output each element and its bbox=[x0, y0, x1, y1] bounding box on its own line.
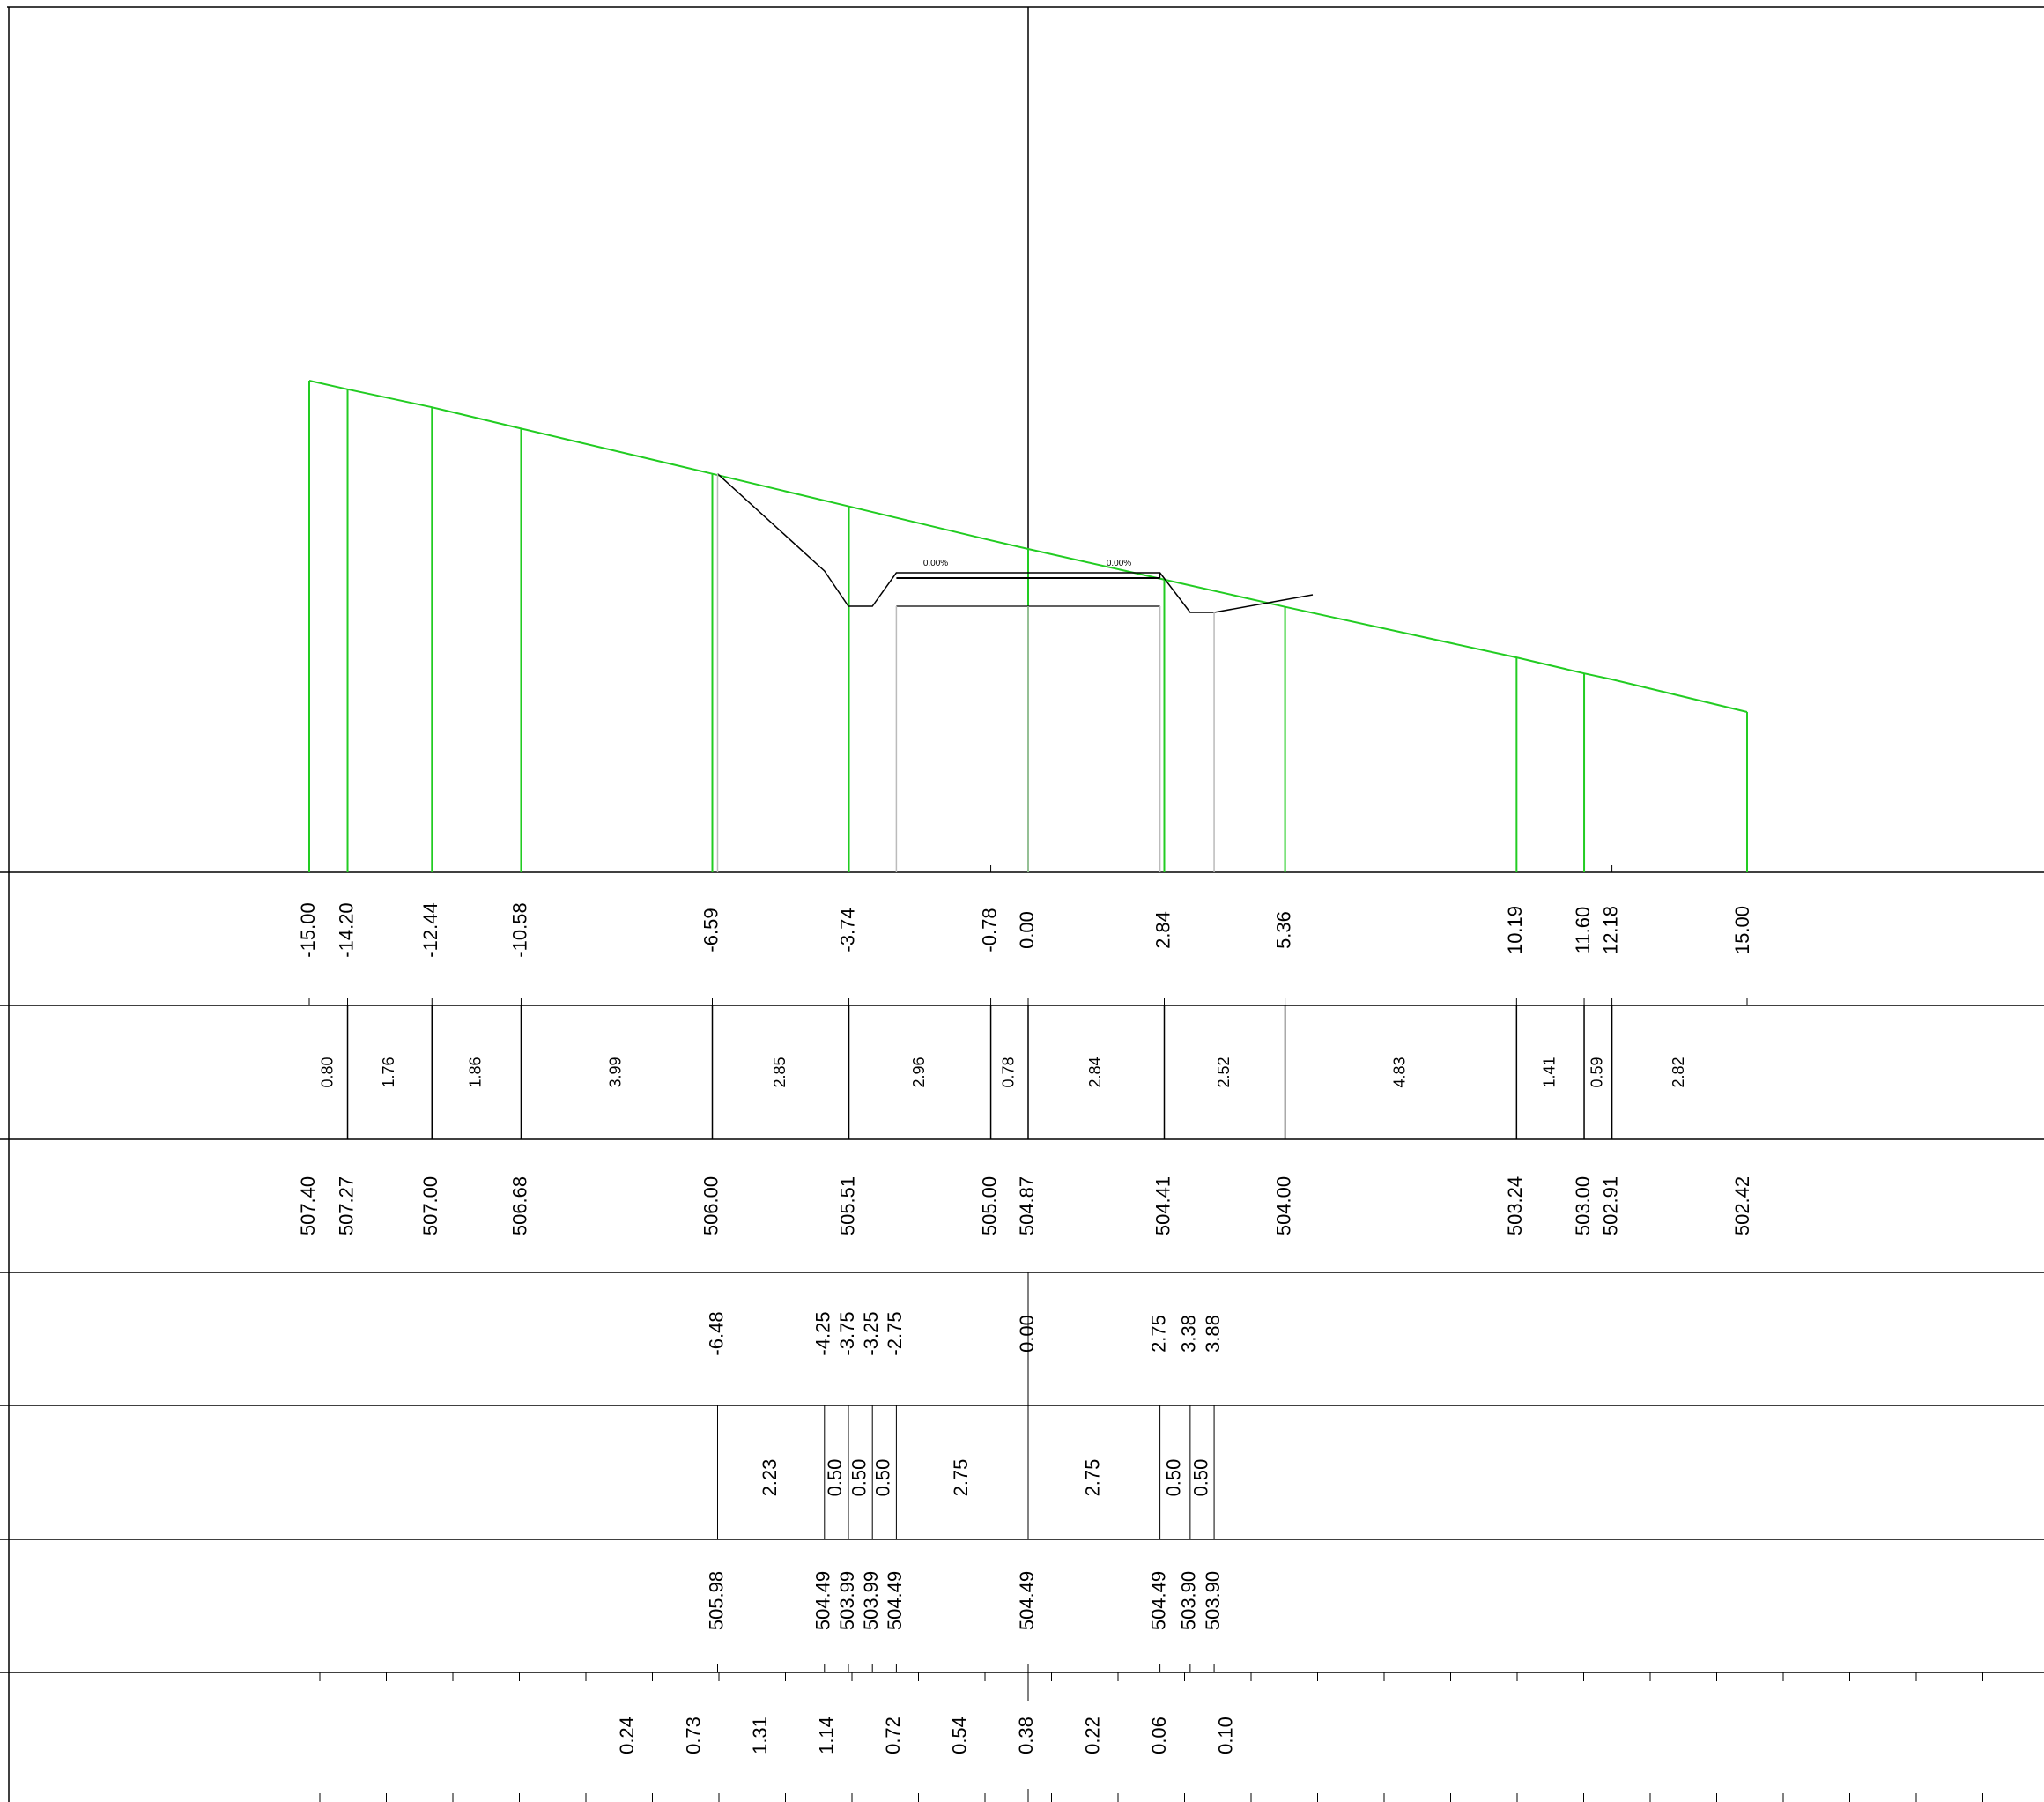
design-section bbox=[716, 473, 1314, 872]
design-distance-label: 0.50 bbox=[1189, 1459, 1211, 1497]
ground-distance-label: 2.85 bbox=[771, 1057, 789, 1087]
design-offset-label: 3.88 bbox=[1202, 1315, 1224, 1353]
ground-offset-label: -6.59 bbox=[700, 908, 722, 952]
bottom-value-label: 1.31 bbox=[749, 1717, 771, 1754]
ground-offset-label: -10.58 bbox=[508, 902, 530, 957]
grade-label-right: 0.00% bbox=[1107, 559, 1131, 568]
design-offset-label: -3.25 bbox=[860, 1311, 882, 1355]
ground-elevation-label: 507.40 bbox=[297, 1176, 319, 1235]
bottom-value-label: 0.54 bbox=[948, 1717, 970, 1754]
ground-distance-label: 2.52 bbox=[1215, 1057, 1233, 1087]
ground-distance-label: 3.99 bbox=[607, 1057, 625, 1087]
ground-line bbox=[308, 380, 1748, 872]
ground-distance-label: 2.96 bbox=[910, 1057, 928, 1087]
ground-offset-label: 15.00 bbox=[1731, 906, 1753, 954]
design-elevation-label: 504.49 bbox=[1016, 1571, 1038, 1630]
design-elevation-label: 504.49 bbox=[884, 1571, 906, 1630]
design-elevation-label: 503.99 bbox=[836, 1571, 858, 1630]
ground-elevation-label: 503.00 bbox=[1572, 1176, 1594, 1235]
ground-offset-label: 0.00 bbox=[1016, 911, 1038, 949]
ground-elevation-label: 504.00 bbox=[1272, 1176, 1294, 1235]
design-offset-label: -2.75 bbox=[884, 1311, 906, 1355]
design-offset-label: -3.75 bbox=[836, 1311, 858, 1355]
design-offset-label: -4.25 bbox=[812, 1311, 834, 1355]
design-elevation-label: 504.49 bbox=[812, 1571, 834, 1630]
bottom-value-label: 0.24 bbox=[616, 1717, 638, 1754]
bottom-value-label: 0.06 bbox=[1148, 1717, 1170, 1754]
design-distance-label: 0.50 bbox=[1163, 1459, 1185, 1497]
band-labels: -15.00 -14.20 -12.44 -10.58 -6.59 -3.74 -0.78 0… bbox=[297, 902, 1983, 1802]
ground-distance-label: 4.83 bbox=[1391, 1057, 1409, 1087]
design-distance-label: 2.23 bbox=[759, 1459, 781, 1497]
design-elevation-label: 503.90 bbox=[1178, 1571, 1200, 1630]
ground-elevation-label: 505.51 bbox=[836, 1176, 858, 1235]
ground-elevation-label: 507.00 bbox=[419, 1176, 441, 1235]
ground-offset-label: 10.19 bbox=[1504, 906, 1526, 954]
ground-offset-label: -14.20 bbox=[335, 902, 357, 957]
ground-elevation-label: 504.87 bbox=[1016, 1176, 1038, 1235]
design-elevation-label: 503.90 bbox=[1202, 1571, 1224, 1630]
ground-distance-label: 2.82 bbox=[1670, 1057, 1687, 1087]
ground-offset-label: -15.00 bbox=[297, 902, 319, 957]
ground-elevation-label: 503.24 bbox=[1504, 1176, 1526, 1235]
design-offset-label: 3.38 bbox=[1178, 1315, 1200, 1353]
design-distance-label: 0.50 bbox=[824, 1459, 846, 1497]
ground-offset-label: -12.44 bbox=[419, 902, 441, 957]
design-offset-label: -6.48 bbox=[705, 1311, 727, 1355]
ground-elevation-label: 502.91 bbox=[1599, 1176, 1621, 1235]
bottom-value-label: 0.72 bbox=[882, 1717, 904, 1754]
ground-offset-label: 11.60 bbox=[1572, 907, 1594, 953]
ground-distance-label: 1.41 bbox=[1540, 1057, 1558, 1087]
design-distance-label: 0.50 bbox=[872, 1459, 894, 1497]
bottom-value-label: 0.10 bbox=[1214, 1717, 1236, 1754]
ground-distance-label: 0.78 bbox=[1000, 1057, 1018, 1087]
ground-elevation-label: 502.42 bbox=[1731, 1176, 1753, 1235]
ground-elevation-label: 507.27 bbox=[335, 1176, 357, 1235]
ground-distance-label: 1.76 bbox=[380, 1057, 397, 1087]
design-offset-label: 2.75 bbox=[1147, 1315, 1169, 1353]
ground-elevation-label: 506.68 bbox=[508, 1176, 530, 1235]
ground-elevation-label: 506.00 bbox=[700, 1176, 722, 1235]
design-distance-label: 2.75 bbox=[1082, 1459, 1104, 1497]
drawing-frame bbox=[0, 6, 2044, 1802]
design-elevation-label: 503.99 bbox=[860, 1571, 882, 1630]
bottom-value-label: 1.14 bbox=[815, 1717, 837, 1754]
bottom-value-label: 0.22 bbox=[1081, 1717, 1103, 1754]
ground-distance-label: 0.80 bbox=[319, 1057, 337, 1087]
design-surface bbox=[716, 473, 1314, 613]
design-elevation-label: 504.49 bbox=[1147, 1571, 1169, 1630]
ground-offset-label: 2.84 bbox=[1152, 911, 1174, 949]
ground-offset-label: 12.18 bbox=[1599, 906, 1621, 954]
ground-offset-label: -3.74 bbox=[836, 908, 858, 952]
bottom-value-label: 0.38 bbox=[1015, 1717, 1037, 1754]
ground-distance-label: 1.86 bbox=[467, 1057, 485, 1087]
ground-elevation-label: 504.41 bbox=[1152, 1176, 1174, 1235]
design-distance-label: 0.50 bbox=[848, 1459, 870, 1497]
grade-label-left: 0.00% bbox=[923, 559, 948, 568]
grade-labels: 0.00% 0.00% bbox=[923, 559, 1131, 568]
ground-distance-label: 2.84 bbox=[1086, 1057, 1104, 1087]
design-distance-label: 2.75 bbox=[950, 1459, 972, 1497]
design-offset-label: 0.00 bbox=[1016, 1315, 1038, 1353]
bottom-value-label: 0.73 bbox=[682, 1717, 704, 1754]
ground-offset-label: -0.78 bbox=[978, 908, 1000, 952]
ground-elevation-label: 505.00 bbox=[978, 1176, 1000, 1235]
ground-distance-label: 0.59 bbox=[1589, 1057, 1606, 1087]
design-elevation-label: 505.98 bbox=[705, 1571, 727, 1630]
ground-profile bbox=[308, 380, 1748, 713]
ground-offset-label: 5.36 bbox=[1272, 911, 1294, 949]
